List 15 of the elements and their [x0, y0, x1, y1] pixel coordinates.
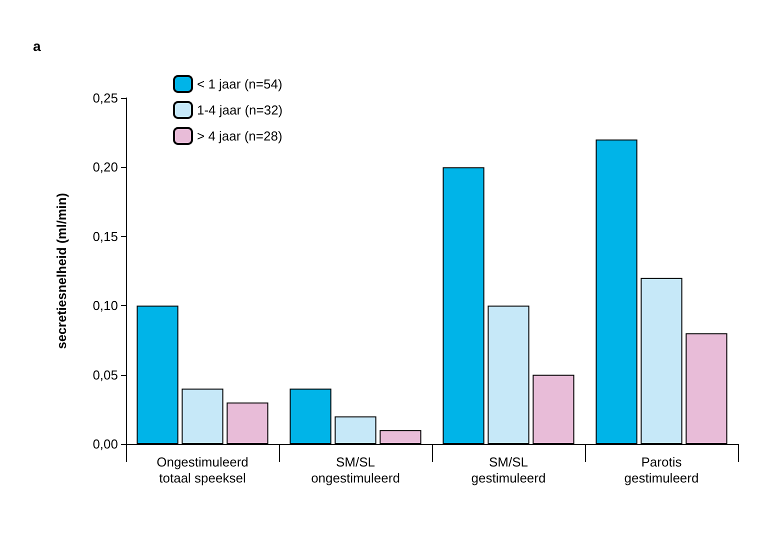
y-tick-label: 0,10 — [92, 298, 118, 314]
x-tick-label: Parotis gestimuleerd — [624, 454, 699, 486]
y-tick-label: 0,15 — [92, 228, 118, 244]
legend-label: < 1 jaar (n=54) — [197, 76, 282, 92]
x-tick-label: SM/SL ongestimuleerd — [311, 454, 400, 486]
y-tick-label: 0,20 — [92, 160, 118, 175]
chart-title: a — [33, 38, 41, 54]
y-tick-label: 0,00 — [92, 436, 118, 452]
y-tick-label: 0,05 — [92, 367, 118, 382]
x-tick-label: SM/SL gestimuleerd — [471, 454, 546, 486]
legend-label: 1-4 jaar (n=32) — [197, 102, 283, 118]
y-tick-label: 0,25 — [92, 90, 118, 106]
legend-label: > 4 jaar (n=28) — [197, 128, 282, 144]
x-tick-label: Ongestimuleerd totaal speeksel — [156, 454, 248, 486]
y-axis-title: secretiesnelheid (ml/min) — [54, 192, 69, 350]
